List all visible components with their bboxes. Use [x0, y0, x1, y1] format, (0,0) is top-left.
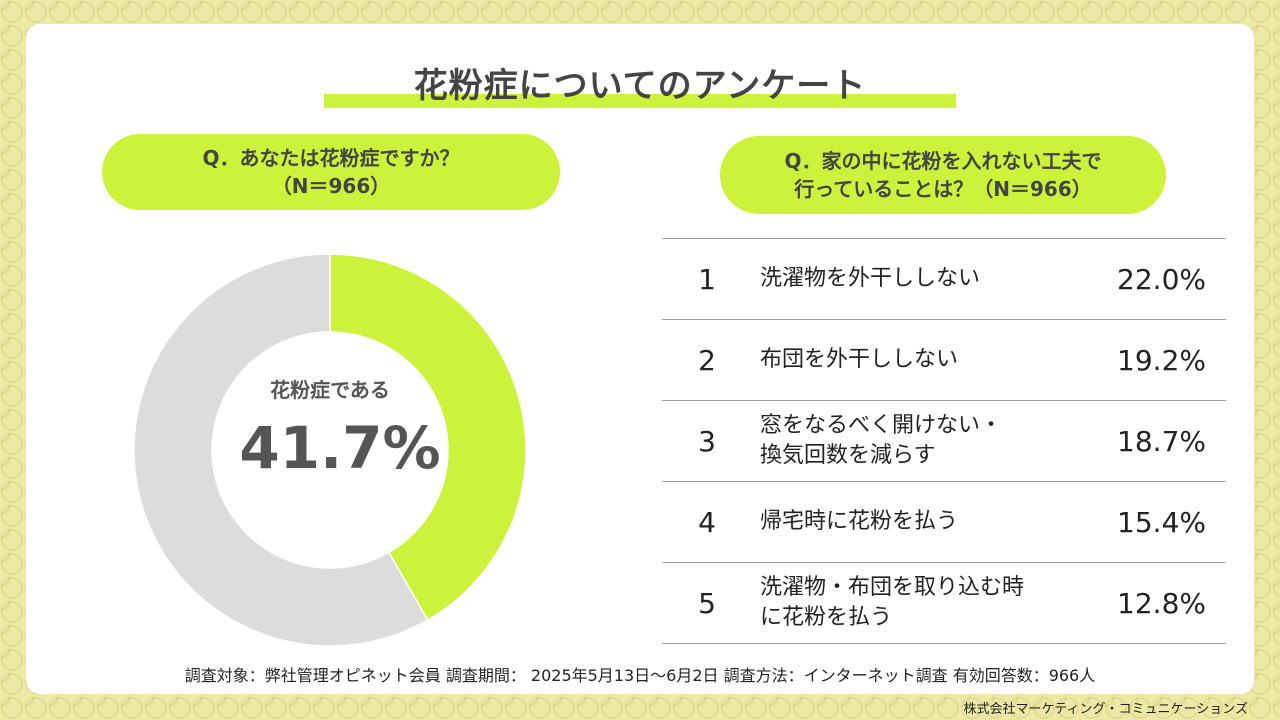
donut-slice-hayfever — [329, 253, 527, 621]
ranking-row: 2 布団を外干ししない 19.2% — [662, 319, 1226, 400]
donut-slice-remainder — [133, 253, 429, 647]
rank-number: 2 — [698, 343, 716, 377]
rank-percent: 18.7% — [1117, 424, 1206, 458]
rank-item: 窓をなるべく開けない・ 換気回数を減らす — [752, 411, 1102, 471]
rank-item-line1: 洗濯物・布団を取り込む時 — [760, 575, 1025, 600]
ranking-row: 1 洗濯物を外干ししない 22.0% — [662, 238, 1226, 319]
donut-center-label: 花粉症である — [270, 378, 390, 402]
rank-item-line2: に花粉を払う — [760, 605, 893, 630]
rank-item-line1: 窓をなるべく開けない・ — [760, 413, 1003, 438]
left-question-line1: Q．あなたは花粉症ですか？ — [202, 146, 460, 170]
rank-number: 3 — [698, 424, 716, 458]
donut-center-value: 41.7% — [239, 414, 441, 482]
rank-item-line1: 帰宅時に花粉を払う — [760, 509, 959, 534]
rank-item-line1: 洗濯物を外干ししない — [760, 266, 981, 291]
ranking-row: 4 帰宅時に花粉を払う 15.4% — [662, 481, 1226, 562]
ranking-table: 1 洗濯物を外干ししない 22.0% 2 布団を外干ししない 19.2% 3 窓… — [662, 238, 1226, 644]
company-name: 株式会社マーケティング・コミュニケーションズ — [963, 702, 1248, 717]
rank-percent: 22.0% — [1117, 262, 1206, 296]
rank-number: 4 — [698, 505, 716, 539]
right-question-pill: Q．家の中に花粉を入れない工夫で 行っていることは？（N＝966） — [720, 136, 1166, 214]
left-question-line2: （N＝966） — [271, 174, 391, 198]
page-title: 花粉症についてのアンケート — [413, 66, 867, 106]
left-question-pill: Q．あなたは花粉症ですか？ （N＝966） — [102, 134, 560, 210]
rank-item: 帰宅時に花粉を払う — [752, 507, 1102, 537]
rank-item: 洗濯物を外干ししない — [752, 264, 1102, 294]
rank-item: 洗濯物・布団を取り込む時 に花粉を払う — [752, 573, 1102, 633]
survey-footnote: 調査対象：弊社管理オピネット会員 調査期間： 2025年5月13日～6月2日 調… — [184, 666, 1096, 685]
title-block: 花粉症についてのアンケート — [324, 52, 956, 108]
right-question-line2: 行っていることは？（N＝966） — [794, 177, 1092, 201]
rank-percent: 19.2% — [1117, 343, 1206, 377]
rank-number: 5 — [698, 586, 716, 620]
rank-item: 布団を外干ししない — [752, 345, 1102, 375]
rank-item-line1: 布団を外干ししない — [760, 347, 959, 372]
rank-number: 1 — [698, 262, 716, 296]
right-question-line1: Q．家の中に花粉を入れない工夫で — [784, 149, 1102, 173]
donut-chart — [133, 253, 527, 647]
rank-item-line2: 換気回数を減らす — [760, 443, 936, 468]
ranking-row: 5 洗濯物・布団を取り込む時 に花粉を払う 12.8% — [662, 562, 1226, 644]
ranking-row: 3 窓をなるべく開けない・ 換気回数を減らす 18.7% — [662, 400, 1226, 481]
title-underline — [324, 94, 956, 108]
rank-percent: 12.8% — [1117, 586, 1206, 620]
rank-percent: 15.4% — [1117, 505, 1206, 539]
